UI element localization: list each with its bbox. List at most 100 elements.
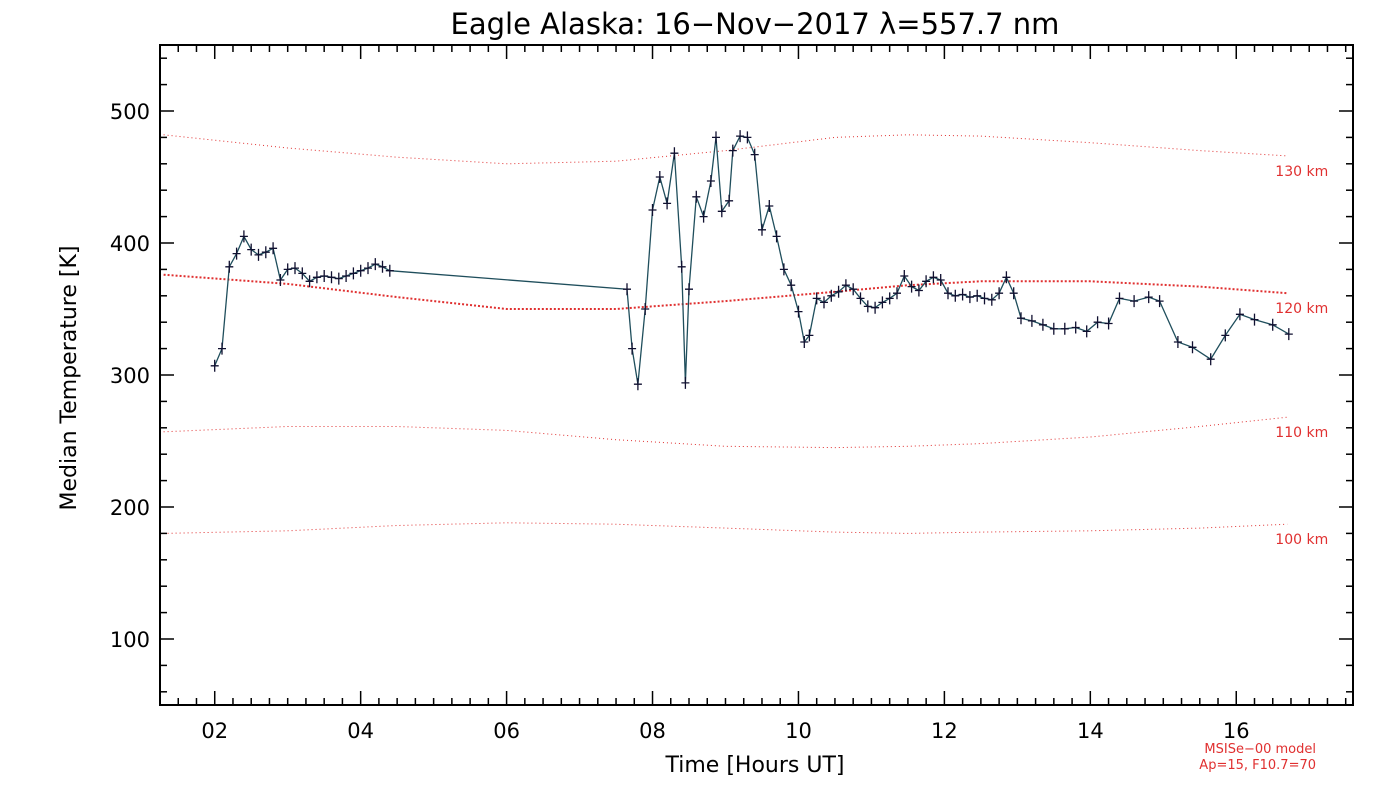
data-point [987,293,996,306]
data-point [254,248,263,261]
x-tick-label: 10 [785,719,812,743]
data-point [320,270,329,282]
data-point [794,305,803,318]
data-point [1250,313,1259,326]
data-point [641,303,650,315]
data-point [663,197,672,210]
data-point [995,287,1004,300]
data-point [936,274,945,286]
data-point [371,258,380,271]
data-point [885,292,894,305]
model-curve-110-km [163,416,1288,449]
data-point [1002,271,1011,284]
data-point [820,296,828,309]
data-point [1038,318,1047,331]
data-point [385,264,394,277]
data-point [670,147,679,160]
y-axis-label: Median Temperature [K] [57,246,82,511]
data-point [1017,312,1025,325]
model-curve-100-km [163,522,1288,534]
data-point [958,288,967,301]
measured-series [210,130,1293,391]
data-point [1221,329,1230,342]
data-point [907,280,916,293]
data-point [364,262,372,275]
data-point [834,285,843,298]
data-point [1268,318,1277,331]
data-point [849,283,858,296]
data-point [1130,295,1139,308]
data-point [298,267,307,280]
model-label-100-km: 100 km [1275,532,1328,548]
data-point [327,271,336,284]
data-point [283,263,292,276]
data-point [787,279,796,292]
data-point [929,271,938,284]
model-curve-120-km [163,273,1288,310]
data-point [356,264,365,277]
x-tick-label: 14 [1077,719,1104,743]
data-point [623,283,631,296]
x-tick-label: 08 [639,719,666,743]
data-point [312,271,321,284]
data-point [812,292,821,305]
data-point [685,283,693,296]
y-tick-label: 200 [110,496,150,520]
data-point [1060,322,1069,335]
data-point [914,284,923,297]
data-point [871,301,880,314]
y-tick-label: 300 [110,364,150,388]
model-label-120-km: 120 km [1275,301,1328,317]
data-point [827,289,836,302]
data-point [276,274,285,286]
data-point [973,289,982,302]
data-point [218,342,226,355]
data-point [712,131,720,144]
data-point [378,260,387,273]
data-point [980,292,989,305]
data-point [706,175,715,187]
axes: 02 04 06 08 10 12 14 16 100 200 300 400 500 [110,45,1353,743]
data-point [805,329,814,342]
data-point [944,287,952,300]
data-point [692,190,701,203]
data-point [1104,317,1113,330]
data-point [772,230,781,243]
data-point [878,296,887,309]
model-curves: 130 km 120 km 110 km 100 km [163,134,1328,548]
data-point [1144,291,1153,304]
y-tick-label: 500 [110,100,150,124]
data-point [239,230,248,243]
chart-title: Eagle Alaska: 16−Nov−2017 λ=557.7 nm [451,7,1060,41]
data-point [334,272,343,285]
data-point [1155,295,1164,308]
x-axis-label: Time [Hours UT] [665,753,845,778]
data-point [736,130,745,143]
data-point [681,376,690,389]
data-point [1206,353,1215,366]
data-point [1284,328,1293,341]
data-point [1027,314,1036,327]
data-point [965,291,974,304]
data-point [1235,308,1244,321]
y-tick-label: 400 [110,232,150,256]
data-point [1188,341,1197,354]
model-note-line1: MSISe−00 model [1204,742,1316,757]
data-point [1082,325,1091,338]
data-point [655,171,664,183]
data-point [305,275,314,288]
y-tick-label: 100 [110,628,150,652]
data-point [765,200,774,212]
model-label-110-km: 110 km [1275,425,1328,441]
x-tick-label: 04 [347,719,374,743]
data-point [1173,336,1182,348]
data-point [628,342,637,355]
data-point [725,194,734,207]
data-point [1093,316,1102,329]
data-point [269,242,278,255]
x-tick-label: 02 [201,719,228,743]
data-point [291,262,299,275]
model-note-line2: Ap=15, F10.7=70 [1199,758,1316,773]
data-point [349,267,358,280]
data-point [750,148,759,161]
